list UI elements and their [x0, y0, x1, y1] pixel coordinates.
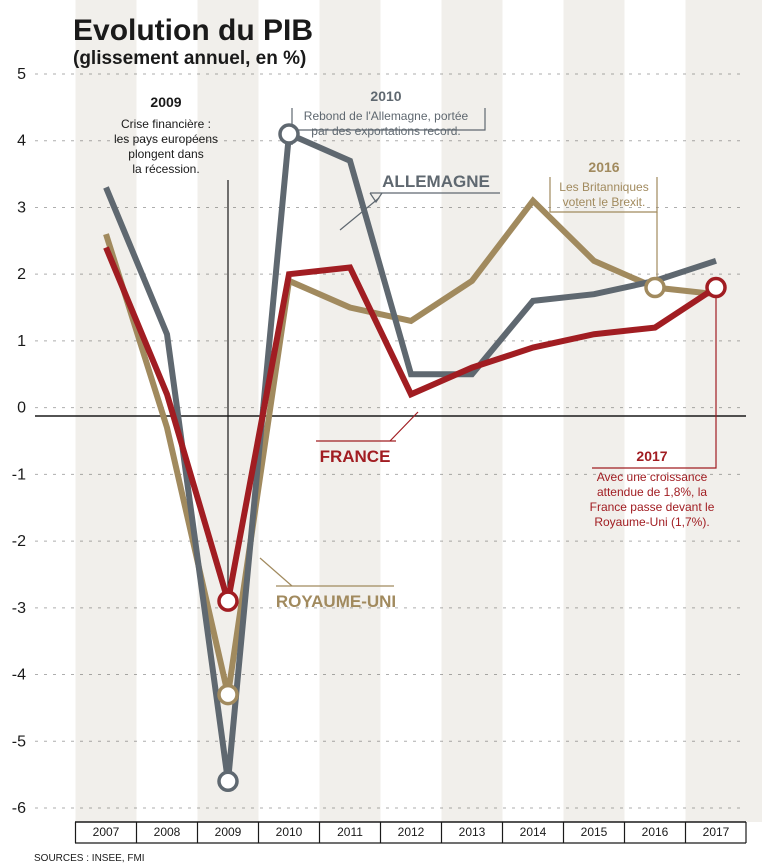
- y-tick-label: 4: [17, 133, 26, 150]
- annotation-2016-line: Les Britanniques: [559, 180, 648, 194]
- y-tick-label: 3: [17, 199, 26, 216]
- x-tick-label: 2007: [93, 825, 120, 839]
- highlight-markers: [217, 123, 727, 793]
- series-lines: [103, 129, 718, 782]
- annotation-2009-line: Crise financière :: [121, 117, 211, 131]
- band-2011: [319, 0, 381, 822]
- band-right-edge: [746, 0, 762, 822]
- x-tick-label: 2017: [703, 825, 730, 839]
- band-2013: [441, 0, 503, 822]
- x-tick-label: 2008: [154, 825, 181, 839]
- marker-france-2009: [217, 590, 239, 612]
- annotation-2016-line: votent le Brexit.: [563, 195, 646, 209]
- callout-royaume-uni-pointer: [259, 557, 293, 587]
- annotation-2017-line: Royaume-Uni (1,7%).: [594, 515, 709, 529]
- series-line-france: [103, 246, 718, 602]
- annotation-2009-line: les pays européens: [114, 132, 218, 146]
- y-axis-ticks: 5 4 3 2 1 0 -1 -2 -3 -4 -5 -6: [12, 66, 746, 817]
- y-tick-label: 5: [17, 66, 26, 83]
- annotation-2009: 2009 Crise financière : les pays europée…: [114, 94, 218, 176]
- x-tick-label: 2015: [581, 825, 608, 839]
- annotation-2017-line: Avec une croissance: [597, 470, 708, 484]
- x-tick-label: 2016: [642, 825, 669, 839]
- series-label-allemagne: ALLEMAGNE: [382, 172, 490, 191]
- band-2015: [563, 0, 625, 822]
- annotation-2017-year: 2017: [636, 448, 667, 464]
- x-tick-label: 2012: [398, 825, 425, 839]
- series-label-france: FRANCE: [320, 447, 391, 466]
- source-note: SOURCES : INSEE, FMI: [34, 853, 145, 864]
- annotation-2009-year: 2009: [150, 94, 181, 110]
- annotation-2010-line: par des exportations record.: [311, 124, 460, 138]
- annotation-2009-line: plongent dans: [128, 147, 203, 161]
- bracket-2016: [549, 177, 658, 213]
- callout-allemagne-pointer: [339, 197, 380, 231]
- y-tick-label: -2: [12, 533, 26, 550]
- chart-subtitle: (glissement annuel, en %): [73, 48, 306, 69]
- annotation-2010-year: 2010: [370, 88, 401, 104]
- callout-france-pointer: [389, 411, 419, 442]
- callout-allemagne-notch: [369, 192, 383, 204]
- y-tick-label: -6: [12, 800, 26, 817]
- annotation-leaders: [227, 108, 717, 603]
- leader-2017: [592, 294, 717, 469]
- x-tick-label: 2013: [459, 825, 486, 839]
- series-label-royaume-uni: ROYAUME-UNI: [276, 592, 396, 611]
- annotation-2017-line: France passe devant le: [590, 500, 715, 514]
- x-tick-label: 2010: [276, 825, 303, 839]
- annotation-2009-line: la récession.: [132, 162, 199, 176]
- y-tick-label: -1: [12, 466, 26, 483]
- y-tick-label: -3: [12, 600, 26, 617]
- marker-allemagne-2010: [278, 123, 300, 145]
- annotation-2016-year: 2016: [588, 159, 619, 175]
- marker-france-2017: [705, 276, 727, 299]
- x-tick-label: 2011: [337, 825, 363, 839]
- band-2007: [75, 0, 137, 822]
- marker-royaume-uni-2016: [644, 276, 666, 299]
- y-tick-label: -4: [12, 667, 26, 684]
- series-line-royaume-uni: [103, 196, 717, 696]
- y-tick-label: 0: [17, 400, 26, 417]
- annotation-2016: 2016 Les Britanniques votent le Brexit.: [559, 159, 648, 209]
- series-line-allemagne: [103, 129, 717, 782]
- x-tick-label: 2009: [215, 825, 242, 839]
- marker-allemagne-2009: [217, 770, 239, 793]
- y-tick-label: 2: [17, 266, 26, 283]
- x-tick-label: 2014: [520, 825, 547, 839]
- marker-royaume-uni-2009: [217, 683, 239, 706]
- chart-title: Evolution du PIB: [73, 14, 313, 47]
- annotation-2010: 2010 Rebond de l'Allemagne, portée par d…: [304, 88, 469, 138]
- bracket-2010: [291, 108, 486, 131]
- x-axis: 2007 2008 2009 2010 2011 2012 2013 2014 2015 2016…: [74, 821, 747, 844]
- annotation-2010-line: Rebond de l'Allemagne, portée: [304, 109, 469, 123]
- y-tick-label: 1: [17, 333, 26, 350]
- annotation-2017: 2017 Avec une croissance attendue de 1,8…: [590, 448, 715, 529]
- y-tick-label: -5: [12, 733, 26, 750]
- annotation-2017-line: attendue de 1,8%, la: [597, 485, 707, 499]
